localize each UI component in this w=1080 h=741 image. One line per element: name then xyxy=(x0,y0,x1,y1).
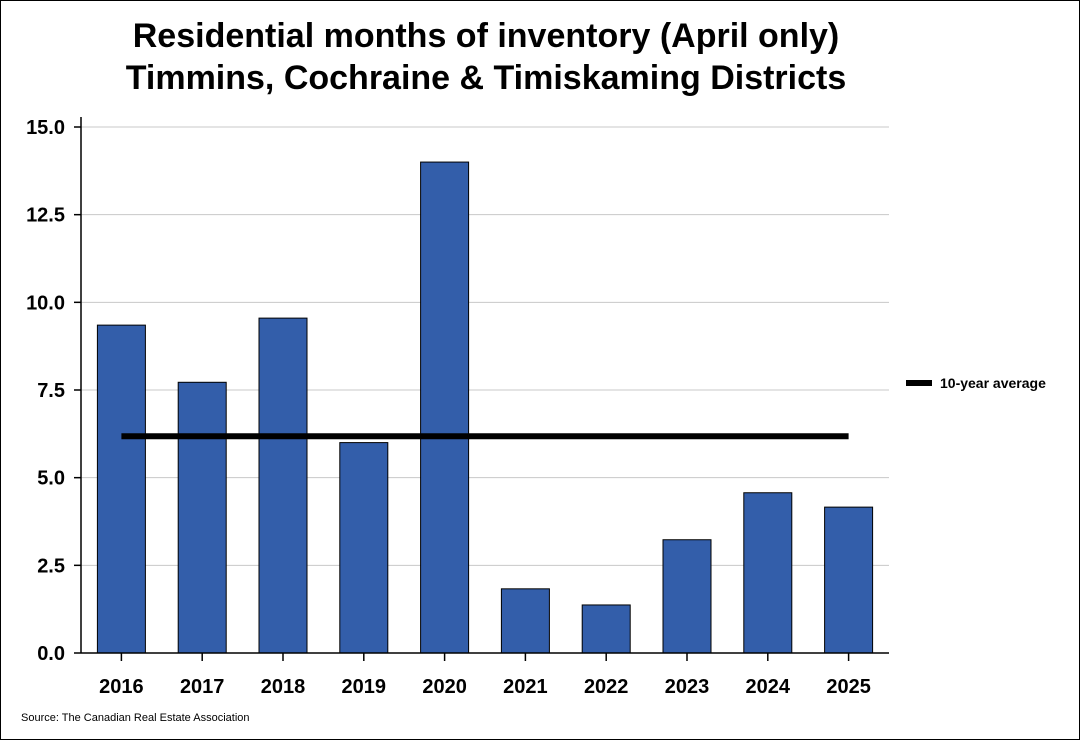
x-tick-label: 2023 xyxy=(665,676,710,698)
x-tick-label: 2017 xyxy=(180,676,225,698)
x-tick-label: 2019 xyxy=(342,676,387,698)
chart-legend: 10-year average xyxy=(906,375,1046,391)
x-tick-label: 2016 xyxy=(99,676,144,698)
bar-2019 xyxy=(339,442,389,654)
bar-2023 xyxy=(662,539,712,654)
bar-2022 xyxy=(581,604,631,654)
bar-2021 xyxy=(500,588,550,654)
y-tick-label: 15.0 xyxy=(26,117,65,139)
x-tick-label: 2020 xyxy=(422,676,467,698)
y-tick-label: 5.0 xyxy=(37,468,65,490)
chart-title: Residential months of inventory (April o… xyxy=(132,17,840,55)
y-tick-label: 10.0 xyxy=(26,292,65,314)
x-tick-label: 2024 xyxy=(746,676,791,698)
x-tick-label: 2021 xyxy=(503,676,548,698)
bar-2016 xyxy=(96,324,146,654)
x-tick-label: 2022 xyxy=(584,676,629,698)
bar-2024 xyxy=(743,492,793,654)
legend-label-average: 10-year average xyxy=(940,375,1046,391)
x-tick-label: 2018 xyxy=(261,676,306,698)
y-tick-label: 0.0 xyxy=(37,643,65,665)
chart-subtitle: Timmins, Cochraine & Timiskaming Distric… xyxy=(125,59,847,97)
legend-swatch-average xyxy=(906,380,932,386)
bar-2017 xyxy=(177,381,227,654)
bar-2020 xyxy=(420,161,470,654)
y-tick-label: 12.5 xyxy=(26,205,65,227)
x-tick-label: 2025 xyxy=(826,676,871,698)
bar-2018 xyxy=(258,317,308,654)
bar-2025 xyxy=(824,506,874,654)
source-note: Source: The Canadian Real Estate Associa… xyxy=(21,712,250,724)
y-tick-label: 2.5 xyxy=(37,555,65,577)
y-tick-label: 7.5 xyxy=(37,380,65,402)
chart-title-block: Residential months of inventory (April o… xyxy=(1,15,971,99)
